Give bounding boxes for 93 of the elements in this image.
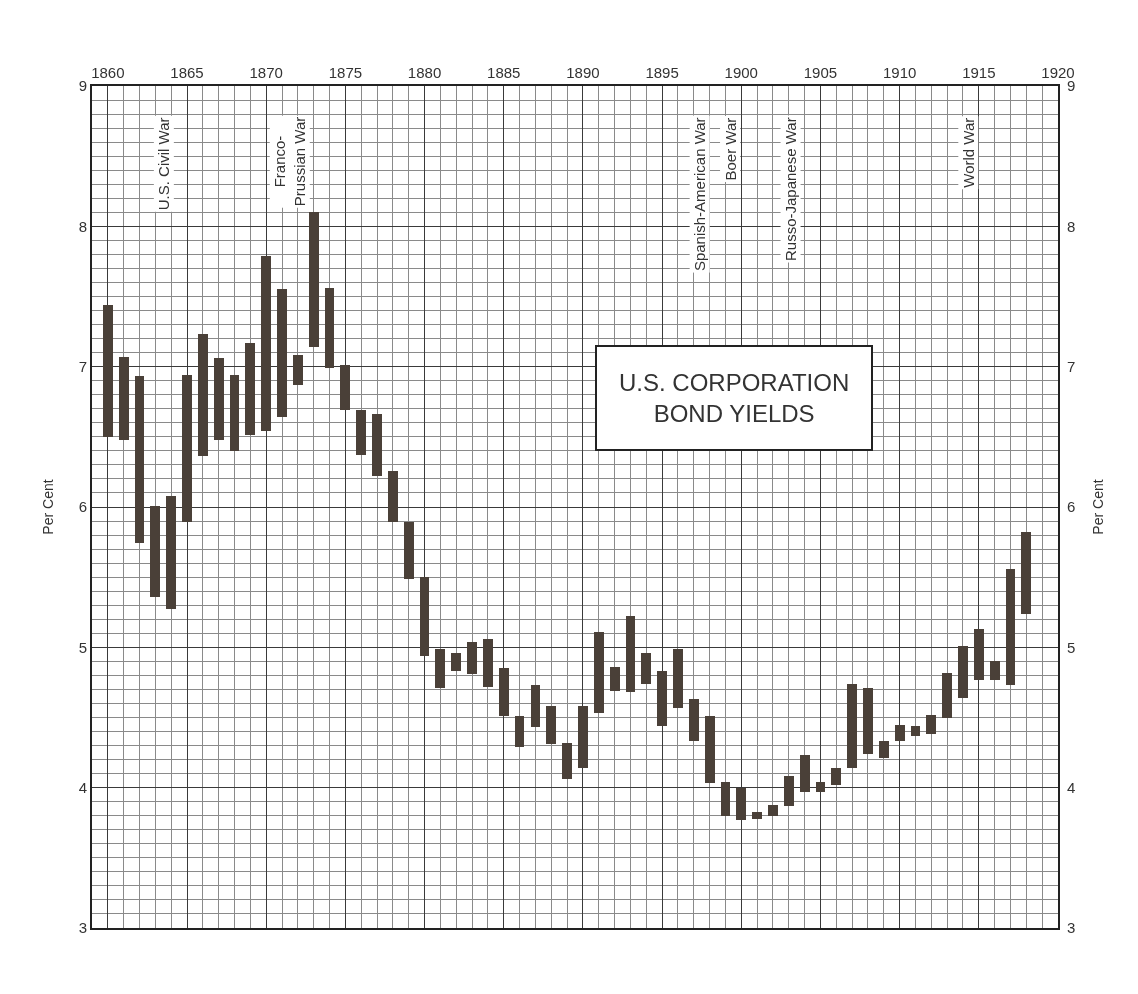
- bar: [974, 629, 984, 680]
- bar: [467, 642, 477, 674]
- bar: [451, 653, 461, 671]
- bar: [562, 743, 572, 779]
- bar: [483, 639, 493, 687]
- bar: [578, 706, 588, 768]
- y2-tick-label: 8: [1067, 217, 1076, 235]
- x-tick-label: 1860: [91, 64, 125, 81]
- bar: [673, 649, 683, 708]
- bar: [340, 365, 350, 410]
- bar: [261, 256, 271, 431]
- bar: [736, 788, 746, 820]
- y2-tick-label: 5: [1067, 638, 1076, 656]
- bar: [831, 768, 841, 785]
- y-tick-label: 6: [78, 498, 87, 516]
- bar: [499, 668, 509, 716]
- bar: [594, 632, 604, 713]
- bar: [325, 288, 334, 368]
- x-tick-label: 1910: [882, 64, 917, 81]
- bar: [990, 661, 1000, 680]
- bar: [166, 496, 176, 609]
- x-tick-label: 1885: [487, 64, 521, 81]
- y2-tick-label: 7: [1067, 357, 1076, 375]
- y-tick-label: 4: [78, 778, 87, 796]
- y-tick-label: 5: [78, 638, 87, 656]
- bar: [230, 375, 239, 451]
- bar: [641, 653, 651, 684]
- y-tick-label: 7: [78, 357, 87, 375]
- bar: [863, 688, 873, 754]
- bar: [1006, 569, 1015, 685]
- bar: [182, 375, 192, 522]
- bar: [847, 684, 857, 768]
- x-tick-label: 1890: [566, 64, 600, 81]
- bar: [435, 649, 445, 688]
- y2-tick-label: 4: [1067, 778, 1076, 796]
- x-tick-label: 1865: [170, 64, 204, 81]
- y-tick-label: 9: [78, 77, 87, 95]
- bar: [388, 471, 398, 522]
- y2-axis-title: Per Cent: [1090, 479, 1106, 535]
- x-tick-label: 1900: [724, 64, 758, 81]
- bar: [911, 726, 920, 736]
- y-tick-label: 8: [78, 217, 87, 235]
- annotation: Boer War: [721, 117, 739, 181]
- annotation: Russo-Japanese War: [782, 117, 800, 262]
- bar: [198, 334, 208, 456]
- bar: [277, 289, 287, 417]
- y2-tick-label: 6: [1067, 498, 1076, 516]
- bar: [800, 755, 810, 792]
- x-tick-label: 1905: [803, 64, 838, 81]
- bar: [356, 410, 366, 455]
- bar: [895, 725, 905, 741]
- bar: [135, 376, 144, 543]
- bar: [531, 685, 540, 727]
- bar: [245, 343, 255, 435]
- bar: [309, 212, 319, 347]
- bar: [705, 716, 715, 783]
- bar: [293, 355, 303, 385]
- y-axis-title: Per Cent: [40, 479, 56, 535]
- annotation: Spanish-American War: [691, 117, 709, 272]
- bar: [926, 715, 936, 734]
- bar: [689, 699, 699, 741]
- bar: [1021, 532, 1031, 614]
- bar: [119, 357, 129, 440]
- bar: [721, 782, 730, 816]
- bar: [752, 812, 762, 819]
- x-tick-label: 1880: [407, 64, 442, 81]
- bar: [784, 776, 794, 806]
- annotation: U.S. Civil War: [155, 117, 173, 211]
- bar: [942, 673, 952, 718]
- annotation: World War: [959, 117, 977, 188]
- text: U.S. CORPORATION BOND YIELDS: [619, 369, 850, 428]
- y-tick-label: 3: [78, 919, 87, 937]
- x-tick-label: 1870: [249, 64, 283, 81]
- bar: [958, 646, 968, 698]
- bar: [657, 671, 667, 726]
- bar: [103, 305, 113, 437]
- bar: [150, 506, 160, 597]
- bar: [610, 667, 620, 691]
- bar: [515, 716, 524, 747]
- bar: [626, 616, 635, 692]
- bar: [372, 414, 382, 476]
- x-tick-label: 1875: [328, 64, 363, 81]
- bar: [546, 706, 556, 744]
- x-tick-label: 1915: [962, 64, 996, 81]
- bar: [214, 358, 224, 440]
- y2-tick-label: 3: [1067, 919, 1076, 937]
- bar: [404, 522, 414, 579]
- bar: [768, 805, 778, 816]
- bar: [816, 782, 825, 792]
- annotation: Franco- Prussian War: [271, 116, 308, 207]
- x-tick-label: 1895: [645, 64, 679, 81]
- bar: [420, 577, 429, 656]
- bar: [879, 741, 889, 758]
